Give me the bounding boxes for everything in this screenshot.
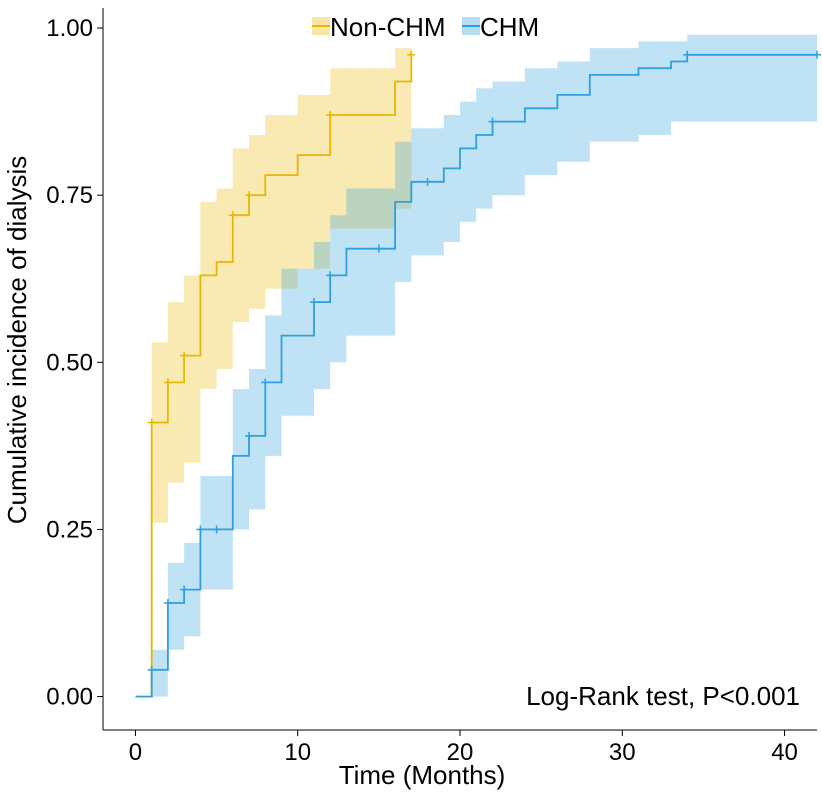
non-chm-censor-mark xyxy=(147,418,156,427)
chm-censor-mark xyxy=(163,598,172,607)
censor-marks xyxy=(147,50,821,674)
chm-censor-mark xyxy=(813,50,821,59)
chm-censor-mark xyxy=(180,585,189,594)
non-chm-censor-mark xyxy=(407,50,416,59)
chm-censor-mark xyxy=(261,378,270,387)
chm-censor-mark xyxy=(423,177,432,186)
non-chm-confidence-band xyxy=(135,48,412,697)
chm-censor-mark xyxy=(212,525,221,534)
non-chm-legend-label: Non-CHM xyxy=(330,12,446,42)
y-tick-label: 0.25 xyxy=(46,516,93,543)
y-axis-title: Cumulative incidence of dialysis xyxy=(2,156,32,525)
chm-censor-mark xyxy=(488,117,497,126)
x-axis-ticks: 0 10 20 30 40 xyxy=(129,730,798,766)
y-tick-label: 0.00 xyxy=(46,684,93,711)
x-tick-label: 20 xyxy=(447,739,474,766)
chm-censor-mark xyxy=(374,244,383,253)
non-chm-censor-mark xyxy=(180,351,189,360)
y-tick-label: 0.75 xyxy=(46,182,93,209)
chm-censor-mark xyxy=(147,665,156,674)
chm-censor-mark xyxy=(683,50,692,59)
chm-censor-mark xyxy=(245,431,254,440)
chm-curve xyxy=(135,53,817,698)
y-axis-ticks: 0.00 0.25 0.50 0.75 1.00 xyxy=(46,15,103,711)
legend: Non-CHM CHM xyxy=(312,12,539,42)
x-tick-label: 40 xyxy=(771,739,798,766)
chm-censor-mark xyxy=(326,271,335,280)
chm-legend-label: CHM xyxy=(480,12,539,42)
chm-censor-mark xyxy=(196,525,205,534)
log-rank-annotation: Log-Rank test, P<0.001 xyxy=(526,681,800,711)
non-chm-censor-mark xyxy=(326,110,335,119)
x-tick-label: 30 xyxy=(609,739,636,766)
chm-confidence-band xyxy=(135,34,817,697)
non-chm-censor-mark xyxy=(228,211,237,220)
non-chm-censor-mark xyxy=(245,191,254,200)
x-tick-label: 10 xyxy=(284,739,311,766)
y-tick-label: 1.00 xyxy=(46,15,93,42)
x-axis-title: Time (Months) xyxy=(339,760,506,790)
x-tick-label: 0 xyxy=(129,739,142,766)
non-chm-censor-mark xyxy=(163,378,172,387)
y-tick-label: 0.50 xyxy=(46,349,93,376)
chm-censor-mark xyxy=(309,298,318,307)
confidence-bands xyxy=(135,34,817,697)
